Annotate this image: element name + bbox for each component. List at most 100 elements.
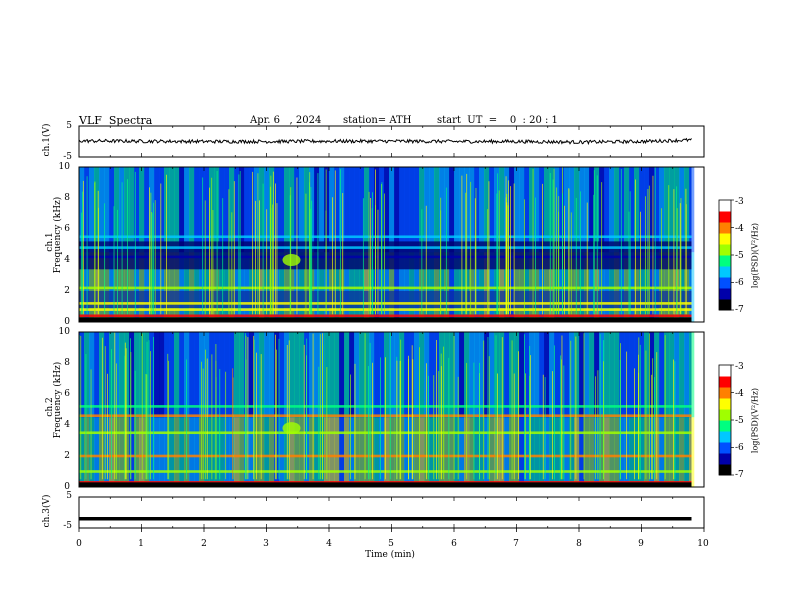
vlf-spectra-plot — [0, 0, 792, 612]
colorbar2-swatch — [719, 442, 731, 454]
s2-texture-column — [409, 332, 414, 417]
s2-texture-column — [374, 332, 379, 417]
s1-texture-column — [214, 167, 219, 252]
s2-texture-column — [134, 417, 139, 487]
s1-texture-column — [224, 167, 229, 252]
s1-texture-column — [339, 167, 344, 252]
s2-texture-column — [309, 332, 314, 417]
s1-texture-column — [534, 167, 539, 252]
s1-texture-column — [579, 167, 584, 252]
s1-texture-column — [439, 167, 444, 252]
s2-texture-column — [379, 332, 384, 417]
s2-texture-column — [229, 332, 234, 417]
s2-texture-column — [339, 417, 344, 487]
s2-texture-column — [264, 332, 269, 417]
s2-texture-column — [679, 417, 684, 487]
s2-texture-column — [214, 332, 219, 417]
s1-texture-column — [249, 167, 254, 252]
s1-texture-column — [609, 167, 614, 252]
colorbar2-swatch — [719, 420, 731, 432]
s2-texture-column — [689, 417, 694, 487]
colorbar1-swatch — [719, 277, 731, 289]
s2-texture-column — [139, 417, 144, 487]
s2-texture-column — [609, 332, 614, 417]
colorbar1-swatch — [719, 288, 731, 300]
s1-texture-column — [424, 167, 429, 252]
colorbar2-swatch — [719, 453, 731, 465]
s1-texture-column — [429, 167, 434, 252]
s1-texture-column — [304, 167, 309, 252]
s2-dc-band — [79, 482, 692, 487]
s1-texture-column — [669, 167, 674, 252]
s2-texture-column — [239, 332, 244, 417]
s2-texture-column — [619, 332, 624, 417]
s1-texture-column — [644, 167, 649, 252]
s1-emission-spot — [283, 254, 301, 266]
s2-texture-column — [224, 417, 229, 487]
s1-texture-column — [199, 167, 204, 252]
s1-texture-column — [349, 167, 354, 252]
s2-texture-column — [499, 332, 504, 417]
s2-texture-column — [489, 417, 494, 487]
s1-texture-column — [634, 167, 639, 252]
s2-texture-column — [104, 417, 109, 487]
s2-texture-column — [684, 417, 689, 487]
s1-texture-column — [594, 167, 599, 252]
s2-texture-column — [169, 332, 174, 417]
s2-texture-column — [334, 332, 339, 417]
s2-texture-column — [659, 332, 664, 417]
s2-texture-column — [589, 332, 594, 417]
s1-texture-column — [399, 167, 404, 252]
s1-texture-column — [454, 167, 459, 252]
s2-texture-column — [234, 417, 239, 487]
s2-texture-column — [554, 332, 559, 417]
s2-texture-column — [349, 417, 354, 487]
s2-texture-column — [489, 332, 494, 417]
s1-texture-column — [84, 167, 89, 252]
s1-texture-column — [514, 167, 519, 252]
s2-texture-column — [319, 332, 324, 417]
s2-texture-column — [119, 332, 124, 417]
s2-texture-column — [94, 332, 99, 417]
s1-texture-column — [184, 167, 189, 252]
s1-texture-column — [329, 167, 334, 252]
s2-texture-column — [284, 332, 289, 417]
s1-texture-column — [279, 167, 284, 252]
s2-texture-column — [259, 417, 264, 487]
s1-texture-column — [219, 167, 224, 252]
s2-texture-column — [604, 332, 609, 417]
s2-texture-column — [569, 332, 574, 417]
s2-texture-column — [579, 417, 584, 487]
s1-texture-column — [364, 167, 369, 252]
s2-texture-column — [374, 417, 379, 487]
s2-texture-column — [474, 417, 479, 487]
s2-texture-column — [509, 332, 514, 417]
s2-texture-column — [234, 332, 239, 417]
s2-texture-column — [609, 417, 614, 487]
s2-texture-column — [569, 417, 574, 487]
colorbar2-swatch — [719, 409, 731, 421]
s2-texture-column — [604, 417, 609, 487]
s2-emission-spot — [283, 422, 301, 434]
s1-texture-column — [559, 167, 564, 252]
s2-texture-column — [584, 332, 589, 417]
s1-texture-column — [544, 167, 549, 252]
colorbar1-swatch — [719, 255, 731, 267]
colorbar1-swatch — [719, 233, 731, 245]
colorbar1-swatch — [719, 211, 731, 223]
s2-texture-column — [349, 332, 354, 417]
s1-texture-column — [479, 167, 484, 252]
s1-band — [79, 308, 692, 311]
s2-texture-column — [94, 417, 99, 487]
s1-texture-column — [614, 167, 619, 252]
s1-texture-column — [134, 167, 139, 252]
s2-texture-column — [329, 417, 334, 487]
s1-texture-column — [639, 167, 644, 252]
s1-texture-column — [144, 167, 149, 252]
s2-texture-column — [589, 417, 594, 487]
s2-texture-column — [329, 332, 334, 417]
s2-texture-column — [554, 417, 559, 487]
s2-texture-column — [174, 417, 179, 487]
s1-texture-column — [474, 167, 479, 252]
s1-texture-column — [204, 167, 209, 252]
